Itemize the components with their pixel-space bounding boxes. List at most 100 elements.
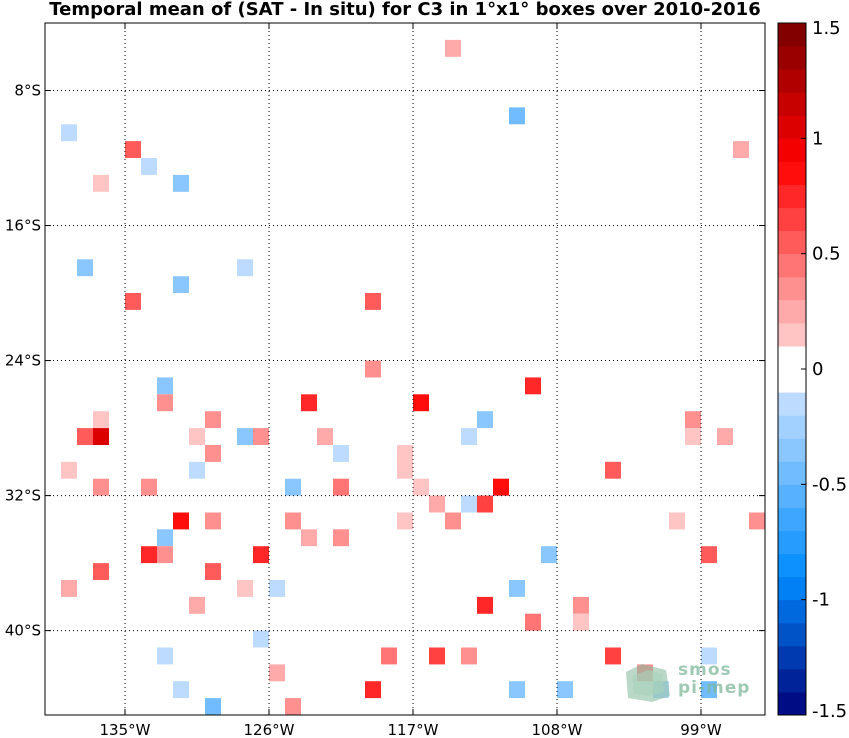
data-cell <box>669 512 685 530</box>
colorbar-segment <box>778 115 806 139</box>
colorbar-segment <box>778 230 806 255</box>
data-cell <box>461 428 477 445</box>
data-cell <box>365 681 381 699</box>
data-cell <box>685 411 701 429</box>
data-cell <box>141 158 157 175</box>
data-cell <box>61 580 77 597</box>
data-cell <box>397 445 413 462</box>
colorbar-segment <box>778 69 806 93</box>
colorbar-segment <box>778 184 806 209</box>
logo-text-smos: smos <box>678 660 732 680</box>
colorbar-segment <box>778 645 806 670</box>
data-cell <box>237 580 253 597</box>
colorbar-segment <box>778 253 806 278</box>
colorbar-tick-label: 0 <box>812 359 823 380</box>
data-cell <box>541 546 557 564</box>
data-cell <box>701 647 717 665</box>
colorbar-segment <box>778 392 806 416</box>
plot-frame <box>44 22 766 716</box>
axis-ticks: 135°W 126°W 117°W 108°W 99°W 8°S 16°S 24°S 32°S 4… <box>5 23 765 738</box>
data-cell <box>173 512 189 530</box>
colorbar-segment <box>778 299 806 324</box>
data-cell <box>189 596 205 614</box>
colorbar-tick-label: -0.5 <box>812 474 847 495</box>
colorbar-segment <box>778 622 806 647</box>
data-cell <box>733 141 749 158</box>
data-cell <box>717 428 733 445</box>
data-cell <box>573 613 589 631</box>
data-cell <box>125 141 141 158</box>
data-cell <box>205 512 221 530</box>
data-cell <box>685 428 701 445</box>
data-cell <box>157 394 173 412</box>
colorbar-segment <box>778 599 806 624</box>
colorbar-segment <box>778 438 806 462</box>
colorbar: 1.5 1 0.5 0 -0.5 -1 -1.5 <box>777 18 847 722</box>
colorbar-segment <box>778 530 806 555</box>
data-cell <box>205 563 221 580</box>
data-cell <box>253 546 269 564</box>
data-cell <box>93 563 109 580</box>
data-cell <box>317 428 333 445</box>
colorbar-segment <box>778 161 806 185</box>
logo-icon <box>626 664 670 702</box>
data-cell <box>301 394 317 412</box>
data-cell <box>397 461 413 479</box>
data-cell <box>189 461 205 479</box>
data-cell <box>173 681 189 699</box>
data-cell <box>269 664 285 682</box>
colorbar-tick-label: 1 <box>812 128 823 149</box>
data-cell <box>253 428 269 445</box>
data-cell <box>333 445 349 462</box>
y-tick-label: 24°S <box>5 352 41 370</box>
colorbar-segment <box>778 415 806 439</box>
data-cell <box>461 495 477 513</box>
data-cell <box>301 529 317 547</box>
data-cell <box>525 613 541 631</box>
data-cell <box>285 512 301 530</box>
data-cell <box>429 647 445 665</box>
data-cell <box>413 394 429 412</box>
data-cell <box>285 478 301 496</box>
data-cell <box>333 478 349 496</box>
data-cell <box>477 495 493 513</box>
colorbar-segment <box>778 668 806 693</box>
x-tick-label: 126°W <box>244 721 295 738</box>
data-cell <box>493 478 509 496</box>
colorbar-segment <box>778 369 806 393</box>
data-cells <box>61 39 765 715</box>
colorbar-tick-label: -1.5 <box>812 701 847 722</box>
data-cell <box>237 259 253 277</box>
colorbar-segment <box>778 138 806 162</box>
x-tick-label: 135°W <box>100 721 151 738</box>
colorbar-segment <box>778 276 806 301</box>
data-cell <box>205 698 221 715</box>
smos-pi-mep-logo: smos pi-mep <box>622 658 762 706</box>
y-tick-label: 32°S <box>5 487 41 505</box>
data-cell <box>749 512 765 530</box>
data-cell <box>525 377 541 395</box>
data-cell <box>77 428 93 445</box>
colorbar-segment <box>778 322 806 347</box>
data-cell <box>509 681 525 699</box>
data-cell <box>397 512 413 530</box>
data-cell <box>573 596 589 614</box>
colorbar-segment <box>778 576 806 601</box>
colorbar-segment <box>778 691 806 716</box>
data-cell <box>205 445 221 462</box>
grid-lines <box>45 23 765 715</box>
data-cell <box>477 596 493 614</box>
data-cell <box>445 39 461 57</box>
colorbar-tick-label: 0.5 <box>812 244 841 265</box>
colorbar-segment <box>778 207 806 232</box>
colorbar-tick-label: -1 <box>812 590 830 611</box>
colorbar-segment <box>778 345 806 370</box>
data-cell <box>205 411 221 429</box>
data-cell <box>237 428 253 445</box>
data-cell <box>269 580 285 597</box>
data-cell <box>157 647 173 665</box>
data-cell <box>461 647 477 665</box>
y-tick-label: 16°S <box>5 217 41 235</box>
data-cell <box>285 698 301 715</box>
